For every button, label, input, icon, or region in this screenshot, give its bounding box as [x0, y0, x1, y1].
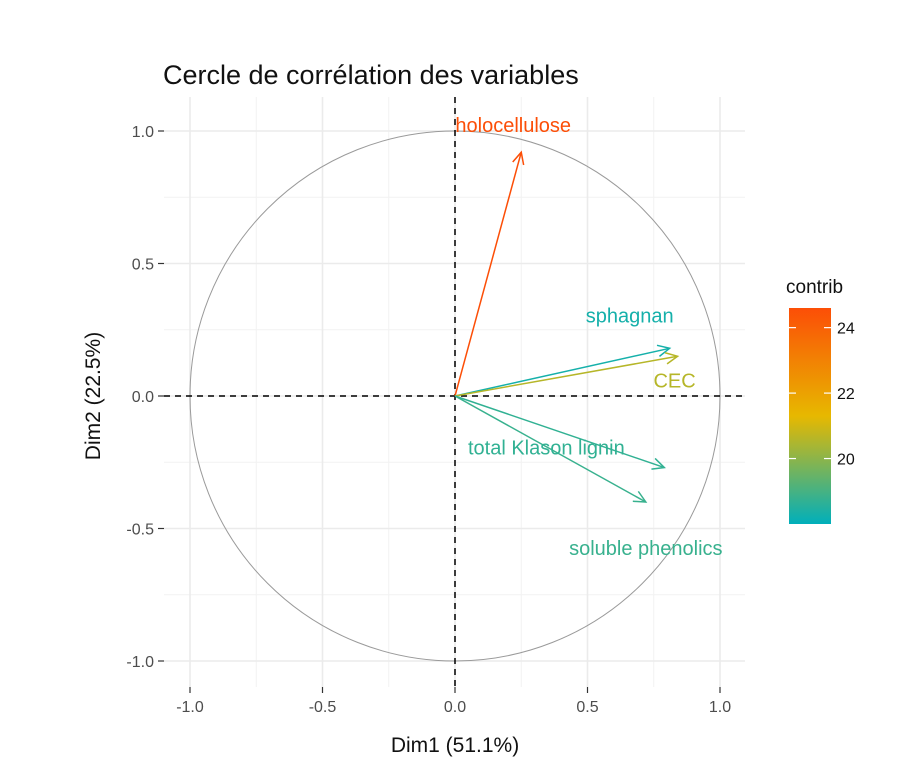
label-cec: CEC	[653, 370, 695, 392]
x-tick-label: -0.5	[309, 699, 337, 716]
x-tick-label: 0.0	[444, 699, 466, 716]
label-total-klason-lignin: total Klason lignin	[468, 438, 625, 460]
legend-colorbar	[789, 308, 831, 524]
legend-tick-label: 22	[837, 386, 855, 403]
y-axis-title: Dim2 (22.5%)	[82, 332, 105, 460]
y-tick-label: 0.5	[132, 257, 154, 274]
arrows-layer	[454, 150, 680, 503]
label-holocellulose: holocellulose	[455, 115, 571, 137]
legend-title: contrib	[786, 277, 843, 298]
label-sphagnan: sphagnan	[586, 305, 674, 327]
y-tick-label: -0.5	[126, 522, 154, 539]
x-axis-title: Dim1 (51.1%)	[391, 734, 519, 757]
arrow-cec	[454, 352, 680, 397]
x-tick-label: -1.0	[176, 699, 204, 716]
label-soluble-phenolics: soluble phenolics	[569, 538, 722, 560]
y-tick-label: 0.0	[132, 389, 154, 406]
y-tick-label: 1.0	[132, 124, 154, 141]
legend-tick-label: 24	[837, 321, 855, 338]
x-tick-label: 0.5	[576, 699, 598, 716]
axes-layer: -1.0 -0.5 0.0 0.5 1.0 -1.0 -0.5 0.0 0.5 1.0	[126, 124, 731, 716]
arrow-holocellulose	[454, 150, 525, 397]
reference-lines	[164, 97, 745, 687]
labels-layer: holocellulose sphagnan CEC total Klason lig…	[455, 115, 722, 560]
arrow-soluble-phenolics	[454, 395, 648, 503]
x-tick-label: 1.0	[709, 699, 731, 716]
arrow-total-klason-lignin	[454, 395, 666, 470]
legend-ticks: 20 22 24	[789, 321, 855, 469]
legend: contrib 20 22 24	[786, 277, 855, 524]
chart-title: Cercle de corrélation des variables	[163, 60, 579, 90]
legend-tick-label: 20	[837, 452, 855, 469]
arrow-sphagnan	[454, 344, 672, 397]
y-tick-label: -1.0	[126, 654, 154, 671]
